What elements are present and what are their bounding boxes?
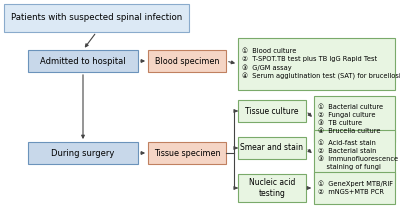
FancyBboxPatch shape (314, 172, 395, 204)
Text: ①  GeneXpert MTB/RIF
②  mNGS+MTB PCR: ① GeneXpert MTB/RIF ② mNGS+MTB PCR (318, 181, 393, 195)
FancyBboxPatch shape (28, 50, 138, 72)
Text: Tissue specimen: Tissue specimen (154, 148, 220, 157)
Text: Patients with suspected spinal infection: Patients with suspected spinal infection (11, 13, 182, 23)
FancyBboxPatch shape (238, 38, 395, 90)
FancyBboxPatch shape (4, 4, 189, 32)
Text: ①  Blood culture
②  T-SPOT.TB test plus TB IgG Rapid Test
③  G/GM assay
④  Serum: ① Blood culture ② T-SPOT.TB test plus TB… (242, 48, 400, 80)
FancyBboxPatch shape (314, 96, 395, 142)
FancyBboxPatch shape (238, 100, 306, 122)
Text: Blood specimen: Blood specimen (155, 56, 219, 66)
Text: Nucleic acid
testing: Nucleic acid testing (249, 178, 295, 198)
FancyBboxPatch shape (28, 142, 138, 164)
Text: ①  Acid-fast stain
②  Bacterial stain
③  Immunofluorescence
    staining of fung: ① Acid-fast stain ② Bacterial stain ③ Im… (318, 140, 398, 170)
Text: Smear and stain: Smear and stain (240, 144, 304, 153)
Text: Tissue culture: Tissue culture (245, 106, 299, 115)
Text: During surgery: During surgery (51, 148, 115, 157)
Text: ①  Bacterial culture
②  Fungal culture
③  TB culture
④  Brucella culture: ① Bacterial culture ② Fungal culture ③ T… (318, 104, 383, 134)
FancyBboxPatch shape (148, 50, 226, 72)
FancyBboxPatch shape (238, 137, 306, 159)
FancyBboxPatch shape (314, 130, 395, 180)
Text: Admitted to hospital: Admitted to hospital (40, 56, 126, 66)
FancyBboxPatch shape (238, 174, 306, 202)
FancyBboxPatch shape (148, 142, 226, 164)
